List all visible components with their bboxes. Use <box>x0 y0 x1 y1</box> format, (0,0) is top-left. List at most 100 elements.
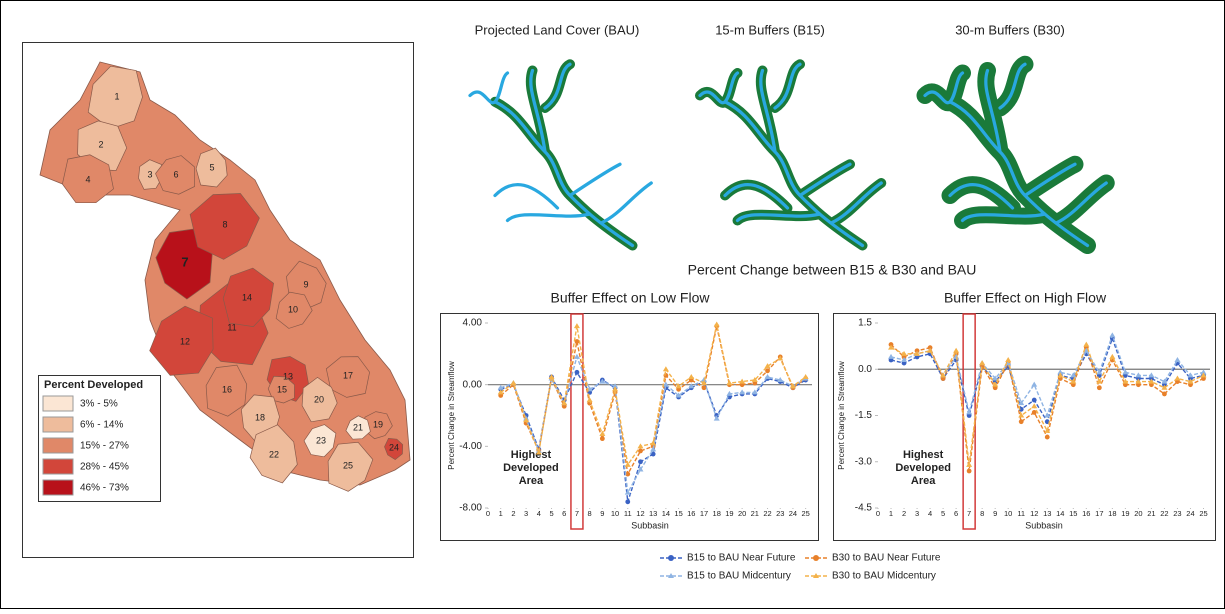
legend-label: B30 to BAU Near Future <box>832 553 941 564</box>
legend-label: B30 to BAU Midcentury <box>832 571 936 582</box>
x-tick-label: 0 <box>486 509 490 518</box>
marker <box>765 368 770 373</box>
x-tick-label: 11 <box>624 509 632 518</box>
x-tick-label: 4 <box>928 509 932 518</box>
legend-swatch <box>43 480 73 495</box>
chart-panel <box>441 314 819 541</box>
x-tick-label: 22 <box>1160 509 1168 518</box>
y-tick-label: -1.5 <box>855 410 873 421</box>
legend-swatch <box>43 438 73 453</box>
x-tick-label: 20 <box>738 509 746 518</box>
scenario-title: 30-m Buffers (B30) <box>955 22 1065 37</box>
x-tick-label: 12 <box>636 509 644 518</box>
subbasin-label: 17 <box>343 370 353 380</box>
legend-label: B15 to BAU Midcentury <box>687 571 791 582</box>
subbasin-label: 23 <box>316 435 326 445</box>
subbasin-label: 5 <box>209 162 214 172</box>
figure-title: Percent Change between B15 & B30 and BAU <box>688 262 977 278</box>
legend-label: B15 to BAU Near Future <box>687 553 796 564</box>
marker <box>638 449 643 454</box>
subbasin-label: 18 <box>255 412 265 422</box>
marker <box>600 436 605 441</box>
y-axis-label: Percent Change in Streamflow <box>447 361 456 470</box>
x-tick-label: 25 <box>801 509 809 518</box>
marker <box>1045 435 1050 440</box>
marker <box>967 469 972 474</box>
x-tick-label: 23 <box>776 509 784 518</box>
figure: 1234567891011121314151617181920212223242… <box>0 0 1225 609</box>
x-tick-label: 6 <box>954 509 958 518</box>
subbasin-label: 19 <box>373 419 383 429</box>
x-tick-label: 18 <box>713 509 721 518</box>
subbasin-label: 16 <box>222 384 232 394</box>
subbasin-label: 21 <box>353 422 363 432</box>
marker <box>638 459 643 464</box>
subbasin-label: 2 <box>98 139 103 149</box>
y-tick-label: -4.5 <box>855 503 873 514</box>
legend-label: 28% - 45% <box>80 462 129 473</box>
x-tick-label: 19 <box>1121 509 1129 518</box>
legend-label: 46% - 73% <box>80 483 129 494</box>
subbasin-label: 4 <box>85 174 90 184</box>
annotation: Highest <box>511 449 552 461</box>
x-tick-label: 3 <box>524 509 528 518</box>
scenario-title: Projected Land Cover (BAU) <box>475 22 640 37</box>
x-tick-label: 21 <box>1147 509 1155 518</box>
legend-marker <box>813 555 819 561</box>
annotation: Highest <box>903 449 944 461</box>
legend-label: 3% - 5% <box>80 399 118 410</box>
x-tick-label: 7 <box>575 509 579 518</box>
x-tick-label: 6 <box>562 509 566 518</box>
legend-swatch <box>43 396 73 411</box>
x-tick-label: 2 <box>511 509 515 518</box>
y-tick-label: 0.0 <box>858 364 872 375</box>
subbasin-label: 22 <box>269 449 279 459</box>
chart-title: Buffer Effect on Low Flow <box>550 290 710 306</box>
marker <box>1097 385 1102 390</box>
x-tick-label: 7 <box>967 509 971 518</box>
subbasin-label: 13 <box>283 371 293 381</box>
x-tick-label: 10 <box>611 509 619 518</box>
x-tick-label: 19 <box>725 509 733 518</box>
x-tick-label: 14 <box>1056 509 1064 518</box>
x-tick-label: 0 <box>876 509 880 518</box>
x-tick-label: 8 <box>588 509 592 518</box>
x-tick-label: 13 <box>1043 509 1051 518</box>
x-tick-label: 10 <box>1004 509 1012 518</box>
x-tick-label: 9 <box>600 509 604 518</box>
marker <box>1019 419 1024 424</box>
x-tick-label: 15 <box>674 509 682 518</box>
y-tick-label: -4.00 <box>459 441 482 452</box>
x-tick-label: 4 <box>537 509 541 518</box>
subbasin-label: 6 <box>173 169 178 179</box>
marker <box>702 385 707 390</box>
subbasin-label: 25 <box>343 460 353 470</box>
x-tick-label: 11 <box>1017 509 1025 518</box>
annotation: Developed <box>895 462 951 474</box>
x-tick-label: 22 <box>763 509 771 518</box>
x-tick-label: 25 <box>1199 509 1207 518</box>
x-tick-label: 17 <box>1095 509 1103 518</box>
legend-marker <box>668 555 674 561</box>
x-tick-label: 3 <box>915 509 919 518</box>
scenario-title: 15-m Buffers (B15) <box>715 22 825 37</box>
subbasin-label: 8 <box>222 219 227 229</box>
y-tick-label: 0.00 <box>463 379 483 390</box>
subbasin-label: 24 <box>389 442 399 452</box>
marker <box>575 370 580 375</box>
x-tick-label: 18 <box>1108 509 1116 518</box>
x-tick-label: 24 <box>789 509 797 518</box>
annotation: Developed <box>503 462 559 474</box>
x-tick-label: 1 <box>499 509 503 518</box>
legend-label: 6% - 14% <box>80 420 123 431</box>
subbasin-label: 1 <box>114 91 119 101</box>
map-legend-title: Percent Developed <box>44 379 143 391</box>
x-tick-label: 9 <box>993 509 997 518</box>
x-tick-label: 23 <box>1173 509 1181 518</box>
y-tick-label: 4.00 <box>463 318 483 329</box>
x-tick-label: 16 <box>1082 509 1090 518</box>
subbasin-label: 9 <box>303 279 308 289</box>
x-tick-label: 5 <box>549 509 553 518</box>
subbasin-label: 15 <box>277 384 287 394</box>
legend-swatch <box>43 459 73 474</box>
